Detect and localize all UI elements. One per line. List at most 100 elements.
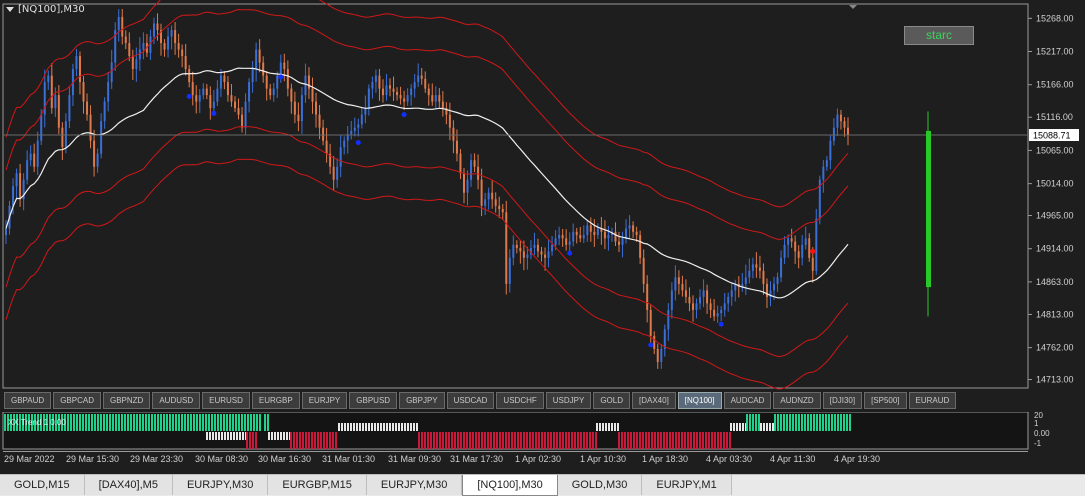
- current-price-label: 15088.71: [1033, 131, 1071, 141]
- chart-tab[interactable]: EURJPY,M30: [366, 475, 463, 495]
- symbol-button-usdcad[interactable]: USDCAD: [446, 392, 495, 409]
- histogram-bar: [690, 432, 692, 449]
- symbol-button-gbpcad[interactable]: GBPCAD: [53, 392, 101, 409]
- candle-body: [695, 303, 698, 310]
- candle-body: [131, 56, 134, 70]
- histogram-bar: [211, 414, 213, 431]
- candle-body: [716, 313, 719, 317]
- symbol-bar: GBPAUD GBPCAD GBPNZD AUDUSD EURUSD EURGBP EURJ…: [4, 392, 957, 409]
- symbol-button-audcad[interactable]: AUDCAD: [723, 392, 772, 409]
- candle-body: [40, 114, 43, 141]
- candle-body: [808, 238, 811, 258]
- histogram-bar: [675, 432, 677, 449]
- candle-body: [371, 82, 374, 89]
- histogram-bar: [672, 432, 674, 449]
- chart-tab[interactable]: EURJPY,M1: [642, 475, 732, 495]
- symbol-button-usdchf[interactable]: USDCHF: [496, 392, 544, 409]
- candle-body: [607, 235, 610, 239]
- candle-body: [174, 30, 177, 44]
- symbol-button-euraud[interactable]: EURAUD: [908, 392, 957, 409]
- chart-tab[interactable]: EURJPY,M30: [172, 475, 269, 495]
- histogram-bar: [684, 432, 686, 449]
- histogram-bar: [816, 414, 818, 431]
- histogram-bar: [475, 432, 477, 449]
- candle-body: [832, 127, 835, 141]
- signal-dot-blue: [355, 140, 361, 146]
- histogram-bar: [780, 414, 782, 431]
- histogram-bar: [714, 432, 716, 449]
- candle-body: [54, 95, 57, 109]
- histogram-bar: [729, 432, 731, 449]
- histogram-bar: [218, 432, 220, 440]
- candle-body: [117, 17, 120, 31]
- histogram-bar: [392, 423, 394, 431]
- candle-body: [96, 153, 99, 167]
- histogram-bar: [10, 414, 12, 431]
- chart-shift-icon[interactable]: [849, 5, 857, 9]
- candle-body: [825, 160, 828, 167]
- histogram-bar: [651, 432, 653, 449]
- price-tick-label: 15116.00: [1036, 112, 1073, 122]
- symbol-button-nq100[interactable]: [NQ100]: [677, 392, 722, 409]
- histogram-bar: [846, 414, 848, 431]
- symbol-button-audusd[interactable]: AUDUSD: [152, 392, 201, 409]
- price-tick-label: 15166.00: [1036, 80, 1074, 90]
- histogram-bar: [58, 414, 60, 431]
- chart-tab[interactable]: [DAX40],M5: [84, 475, 173, 495]
- symbol-button-eurjpy[interactable]: EURJPY: [301, 392, 348, 409]
- symbol-button-gbpnzd[interactable]: GBPNZD: [103, 392, 151, 409]
- price-chart[interactable]: 15268.00 15217.00 15166.00 15116.00 15065.00…: [0, 0, 1085, 390]
- candle-body: [804, 238, 807, 245]
- symbol-button-dax40[interactable]: [DAX40]: [632, 392, 676, 409]
- histogram-bar: [559, 432, 561, 449]
- candle-body: [730, 290, 733, 297]
- chart-tab[interactable]: GOLD,M30: [557, 475, 643, 495]
- candle-body: [529, 248, 532, 255]
- candle-body: [353, 127, 356, 131]
- candle-body: [603, 231, 606, 239]
- histogram-bar: [538, 432, 540, 449]
- histogram-bar: [469, 432, 471, 449]
- symbol-button-gold[interactable]: GOLD: [593, 392, 630, 409]
- symbol-button-audnzd[interactable]: AUDNZD: [773, 392, 821, 409]
- symbol-button-gbpaud[interactable]: GBPAUD: [4, 392, 52, 409]
- price-tick-label: 14713.00: [1036, 375, 1074, 385]
- symbol-button-usdjpy[interactable]: USDJPY: [545, 392, 592, 409]
- histogram-bar: [157, 414, 159, 431]
- histogram-bar: [215, 432, 217, 440]
- symbol-button-sp500[interactable]: [SP500]: [864, 392, 907, 409]
- starc-button[interactable]: starc: [904, 26, 974, 45]
- histogram-bar: [586, 432, 588, 449]
- time-axis-line: [3, 451, 1028, 452]
- histogram-bar: [221, 432, 223, 440]
- histogram-bar: [242, 432, 244, 440]
- candle-body: [339, 147, 342, 167]
- histogram-bar: [227, 432, 229, 440]
- symbol-button-eurgbp[interactable]: EURGBP: [251, 392, 300, 409]
- candle-body: [656, 348, 659, 362]
- histogram-bar: [290, 432, 292, 449]
- time-tick-label: 1 Apr 10:30: [580, 454, 627, 464]
- candle-body: [61, 127, 64, 148]
- histogram-bar: [362, 423, 364, 431]
- upper-band-outer: [5, 0, 849, 208]
- symbol-button-gbpjpy[interactable]: GBPJPY: [399, 392, 445, 409]
- time-tick-label: 29 Mar 2022: [4, 454, 55, 464]
- candle-body: [244, 101, 247, 128]
- chart-tab[interactable]: GOLD,M15: [0, 475, 85, 495]
- candle-body: [82, 82, 85, 102]
- time-tick-label: 30 Mar 08:30: [195, 454, 249, 464]
- symbol-button-dji30[interactable]: [DJI30]: [822, 392, 863, 409]
- chart-menu-icon[interactable]: [6, 6, 14, 12]
- symbol-button-eurusd[interactable]: EURUSD: [202, 392, 250, 409]
- candle-body: [258, 49, 261, 63]
- candle-body: [727, 296, 730, 304]
- chart-tab[interactable]: [NQ100],M30: [462, 475, 558, 496]
- histogram-bar: [344, 423, 346, 431]
- histogram-bar: [395, 423, 397, 431]
- symbol-button-gbpusd[interactable]: GBPUSD: [349, 392, 398, 409]
- candle-body: [420, 75, 423, 79]
- histogram-bar: [819, 414, 821, 431]
- chart-tab[interactable]: EURGBP,M15: [268, 475, 367, 495]
